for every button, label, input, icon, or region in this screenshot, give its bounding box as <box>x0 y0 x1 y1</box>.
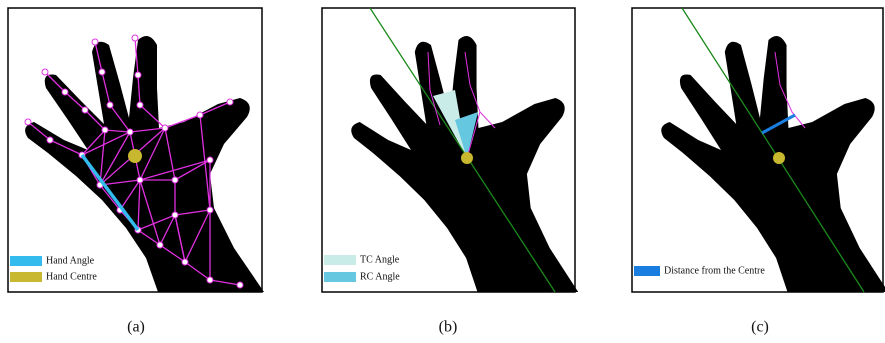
legend-label: Hand Centre <box>46 271 97 282</box>
caption: (a) <box>127 319 145 336</box>
panel-c: Distance from the Centre <box>632 8 885 292</box>
hand-centre <box>773 152 785 164</box>
caption: (c) <box>751 319 769 336</box>
figure: Hand Angle Hand Centre TC Angle RC Angle… <box>0 0 885 343</box>
legend-label: Distance from the Centre <box>664 265 765 276</box>
hand-centre <box>128 149 142 163</box>
caption: (b) <box>439 319 458 336</box>
legend-swatch <box>10 272 42 282</box>
legend-label: Hand Angle <box>46 255 95 266</box>
panel-b: TC Angle RC Angle <box>322 8 578 292</box>
panel-a: Hand Angle Hand Centre <box>8 8 264 292</box>
legend-label: TC Angle <box>360 254 400 265</box>
legend-swatch <box>634 266 660 276</box>
legend-swatch <box>324 272 356 282</box>
legend-swatch <box>10 256 42 266</box>
hand-centre <box>461 152 473 164</box>
legend-label: RC Angle <box>360 271 400 282</box>
legend-swatch <box>324 255 356 265</box>
